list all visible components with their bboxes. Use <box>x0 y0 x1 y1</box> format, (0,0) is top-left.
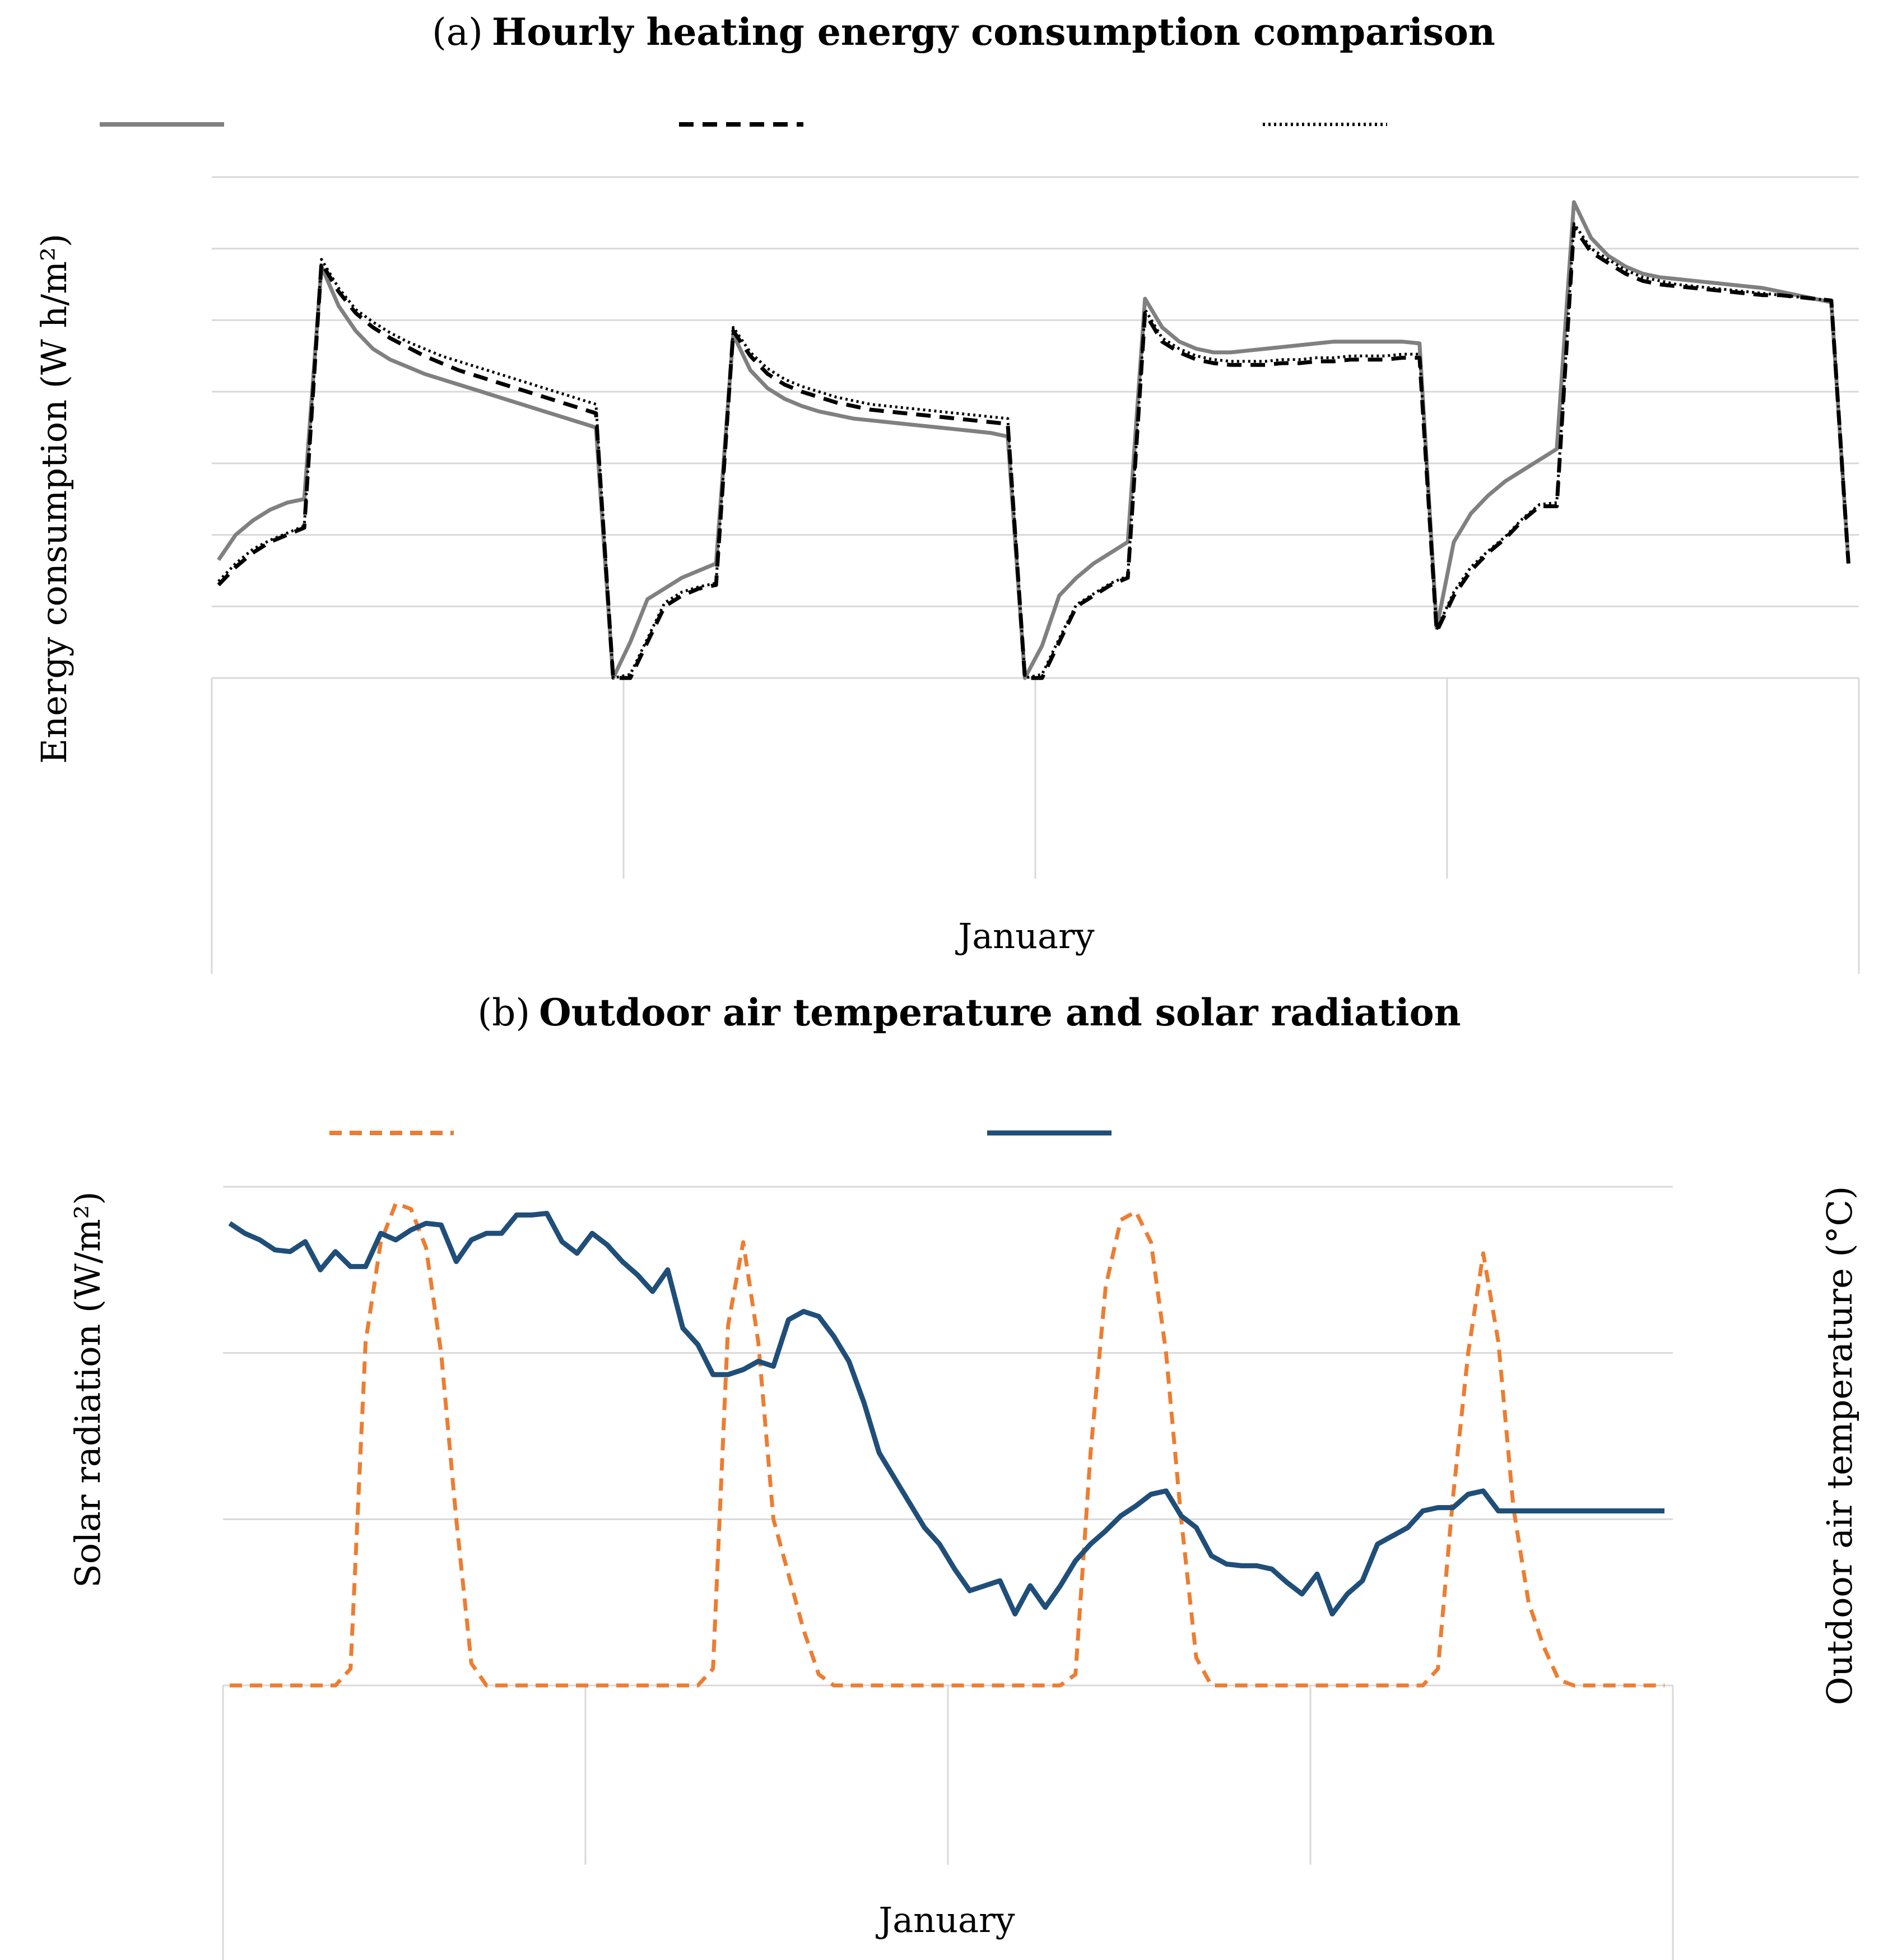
chart-b-y2-axis-label: Outdoor air temperature (°C) <box>1819 1186 1860 1706</box>
chart-a: (a) Hourly heating energy consumption com… <box>34 10 1860 974</box>
chart-a-gridlines <box>212 176 1859 679</box>
series-line-outdoor-air-temperature-c- <box>228 1211 1664 1617</box>
chart-a-series <box>217 200 1850 680</box>
chart-b-series <box>228 1201 1664 1688</box>
chart-b-x-axis <box>222 1685 1674 1960</box>
series-line-solar-radiation-w-m- <box>230 1201 1664 1688</box>
chart-b-title: (b) Outdoor air temperature and solar rad… <box>477 991 1461 1034</box>
chart-a-title-prefix: (a) <box>432 11 483 54</box>
series-line-hpcm10-sch2 <box>217 225 1850 680</box>
chart-a-title: (a) Hourly heating energy consumption com… <box>432 10 1495 54</box>
chart-b: (b) Outdoor air temperature and solar rad… <box>67 991 1860 1960</box>
chart-b-title-prefix: (b) <box>477 991 530 1034</box>
chart-a-y-axis-label: Energy consumption (W h/m²) <box>34 234 75 764</box>
chart-b-x-axis-label: January <box>875 1899 1015 1940</box>
series-line-hempcrete-sch2 <box>217 200 1850 680</box>
chart-a-title-text: Hourly heating energy consumption compar… <box>492 10 1495 54</box>
chart-a-x-axis-label: January <box>955 916 1094 956</box>
series-line-hpcm10-theoretical <box>217 222 1850 680</box>
chart-b-title-text: Outdoor air temperature and solar radiat… <box>539 991 1461 1034</box>
chart-a-x-axis <box>211 678 1860 974</box>
chart-b-gridlines <box>223 1186 1673 1687</box>
chart-b-y-axis-label: Solar radiation (W/m²) <box>67 1191 108 1587</box>
